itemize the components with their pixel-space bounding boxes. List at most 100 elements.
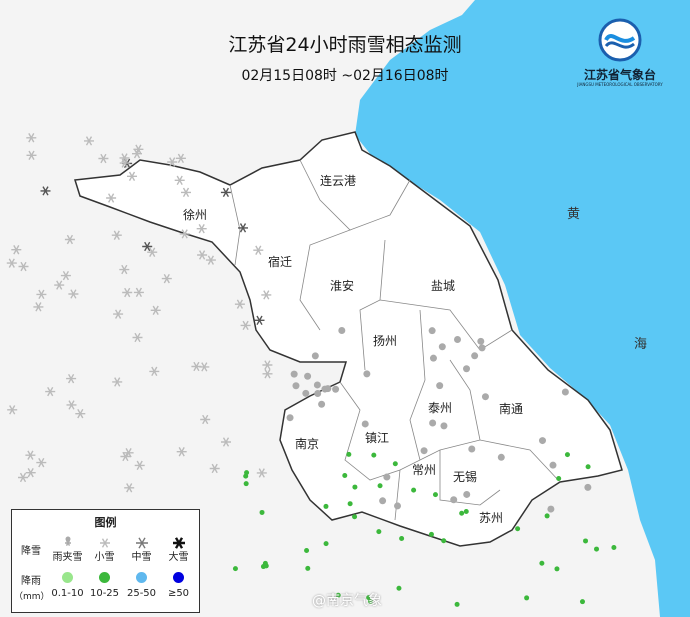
sleet-mark [450, 496, 458, 504]
city-label: 南京 [294, 437, 320, 451]
map-subtitle: 02月15日08时 ~02月16日08时 [241, 68, 449, 84]
rain-mark [396, 585, 402, 591]
snow-mark [150, 305, 161, 315]
snow-mark [132, 332, 143, 343]
snow-mark [167, 157, 178, 167]
sleet-mark [436, 382, 444, 390]
rain-mark [579, 599, 585, 605]
legend-rain-label: 降雨 [21, 576, 41, 587]
sleet-mark [428, 327, 436, 335]
sleet-mark [313, 381, 321, 389]
snow-mark [26, 150, 37, 160]
legend-rain-item: 0.1-10 [49, 572, 86, 600]
legend-item-label: 中雪 [131, 552, 152, 563]
legend-item-label: 雨夹雪 [52, 552, 83, 563]
city-boundaries [229, 159, 561, 521]
snow-mark [175, 153, 186, 164]
rain-mark [244, 470, 250, 476]
rain-mark [323, 541, 329, 547]
snow-mark [240, 320, 251, 331]
legend-item-label: 10-25 [89, 588, 120, 599]
snow-mark [36, 457, 47, 468]
snow-mark [66, 400, 77, 410]
snow-mark [113, 309, 124, 319]
snow-mark [262, 369, 273, 379]
legend-item-label: 0.1-10 [51, 588, 84, 599]
snow-mark [197, 250, 208, 260]
snow-mark [176, 447, 187, 457]
snow-mark [84, 136, 94, 146]
legend-rain-item: ≥50 [160, 572, 197, 600]
rain-mark [335, 592, 341, 598]
snow-mark [120, 451, 131, 462]
rain-mark [554, 566, 560, 572]
rain-mark [463, 508, 469, 514]
snow-mark [179, 229, 190, 239]
snow-mark [256, 468, 267, 478]
snow-mark [261, 290, 272, 300]
legend-snow-item: 雨夹雪 [49, 536, 86, 564]
sleet-mark [420, 447, 428, 455]
rain-mark [304, 547, 310, 553]
sea [355, 0, 690, 617]
snow-mark [18, 261, 29, 272]
legend-snow-item: 小雪 [86, 536, 123, 564]
sleet-mark [549, 461, 557, 469]
sleet-mark [311, 352, 319, 360]
city-label: 连云港 [319, 174, 357, 188]
legend: 图例 降雪 降雨 （mm） 雨夹雪 小雪 中雪 大雪 0.1-10 10-25 25-50 ≥… [11, 509, 200, 613]
legend-item-label: ≥50 [167, 588, 190, 599]
snow-mark [124, 483, 135, 493]
snow-mark [234, 299, 245, 309]
snow-mark [238, 223, 248, 233]
logo-emblem-icon [598, 18, 642, 62]
snow-mark [25, 468, 36, 478]
sleet-mark [477, 337, 485, 345]
snow-mark [253, 245, 264, 255]
sleet-mark [286, 414, 294, 422]
rain-mark [432, 492, 438, 498]
snow-mark [33, 302, 44, 312]
city-label: 盐城 [430, 279, 456, 293]
rain-mark [399, 536, 405, 542]
legend-rain-item: 10-25 [86, 572, 123, 600]
snow-mark [36, 289, 47, 300]
snow-mark [6, 258, 17, 268]
sleet-mark [463, 490, 471, 498]
snow-mark [220, 187, 231, 198]
sleet-mark [497, 453, 505, 461]
legend-snow-label: 降雪 [21, 546, 41, 557]
rain-mark [556, 476, 562, 482]
snow-mark [66, 373, 77, 384]
city-label: 南通 [498, 402, 524, 416]
snow-mark [205, 255, 216, 265]
sleet-mark [584, 483, 592, 491]
rain-mark [544, 513, 550, 519]
snow-mark [7, 405, 18, 415]
snow-mark [54, 280, 65, 290]
moderate-snow-icon [135, 537, 148, 549]
city-label: 苏州 [478, 511, 504, 525]
sleet-mark [383, 473, 391, 481]
snow-mark [174, 175, 185, 186]
rain-mark [441, 538, 447, 544]
rain-mark [454, 601, 460, 607]
rain-mark [392, 461, 398, 467]
rain-mark [539, 560, 545, 566]
sleet-mark [468, 445, 476, 453]
city-label: 常州 [411, 463, 437, 477]
city-label: 无锡 [452, 470, 478, 484]
snow-mark [147, 247, 158, 257]
snow-mark [181, 187, 191, 198]
jiangsu-province [74, 131, 623, 547]
rain-mark [243, 481, 249, 487]
snow-mark [254, 315, 265, 326]
rain-mark [232, 566, 238, 572]
city-label: 宿迁 [267, 255, 293, 269]
sleet-mark [361, 420, 369, 428]
snow-mark [40, 186, 51, 196]
rain-mark [583, 538, 589, 544]
legend-title: 图例 [94, 516, 117, 529]
snow-mark [18, 472, 28, 483]
